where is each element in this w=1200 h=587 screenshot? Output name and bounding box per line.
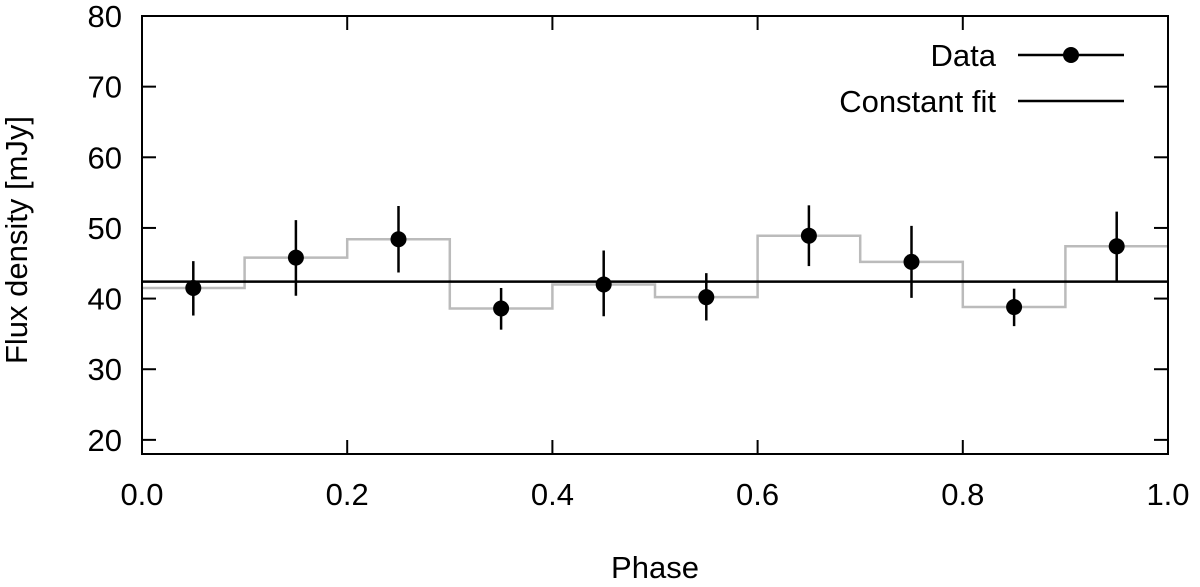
data-point-group xyxy=(493,287,510,330)
data-point xyxy=(287,249,304,266)
y-tick-label: 20 xyxy=(88,423,122,458)
x-axis-title: Phase xyxy=(611,550,699,585)
data-point xyxy=(698,289,715,306)
data-point xyxy=(595,276,612,293)
legend-label-data: Data xyxy=(931,38,997,73)
data-point-group xyxy=(1006,288,1023,327)
data-point xyxy=(390,231,407,248)
data-point-group xyxy=(903,225,920,298)
x-tick-label: 0.0 xyxy=(120,477,163,512)
data-point xyxy=(185,279,202,296)
data-point-group xyxy=(698,273,715,321)
data-point xyxy=(493,300,510,317)
data-point-group xyxy=(390,206,407,273)
legend: Data Constant fit xyxy=(839,38,1124,119)
data-point xyxy=(800,227,817,244)
x-tick-label: 1.0 xyxy=(1146,477,1189,512)
y-tick-label: 70 xyxy=(88,70,122,105)
data-point-group xyxy=(800,205,817,267)
y-tick-label: 60 xyxy=(88,140,122,175)
model-histogram-layer xyxy=(142,234,1168,310)
x-tick-label: 0.4 xyxy=(531,477,574,512)
data-point-group xyxy=(595,250,612,317)
data-point-group xyxy=(185,261,202,316)
model-histogram-line xyxy=(142,234,1168,310)
plot-frame xyxy=(141,15,1169,455)
data-points-layer xyxy=(185,205,1125,330)
y-axis-title: Flux density [mJy] xyxy=(0,116,34,364)
data-point xyxy=(903,253,920,270)
y-tick-label: 40 xyxy=(88,282,122,317)
legend-label-constant-fit: Constant fit xyxy=(839,84,996,119)
y-tick-label: 30 xyxy=(88,352,122,387)
y-tick-label: 50 xyxy=(88,211,122,246)
x-tick-label: 0.2 xyxy=(326,477,369,512)
axes-layer: 0.0 0.2 0.4 0.6 0.8 1.0 20 30 40 50 60 70 80 xyxy=(88,0,1190,512)
data-point xyxy=(1006,299,1023,316)
x-tick-label: 0.6 xyxy=(736,477,779,512)
data-point-group xyxy=(1108,211,1125,281)
legend-data-marker xyxy=(1063,47,1079,63)
x-tick-label: 0.8 xyxy=(941,477,984,512)
data-point xyxy=(1108,238,1125,255)
data-point-group xyxy=(287,220,304,296)
y-tick-label: 80 xyxy=(88,0,122,34)
